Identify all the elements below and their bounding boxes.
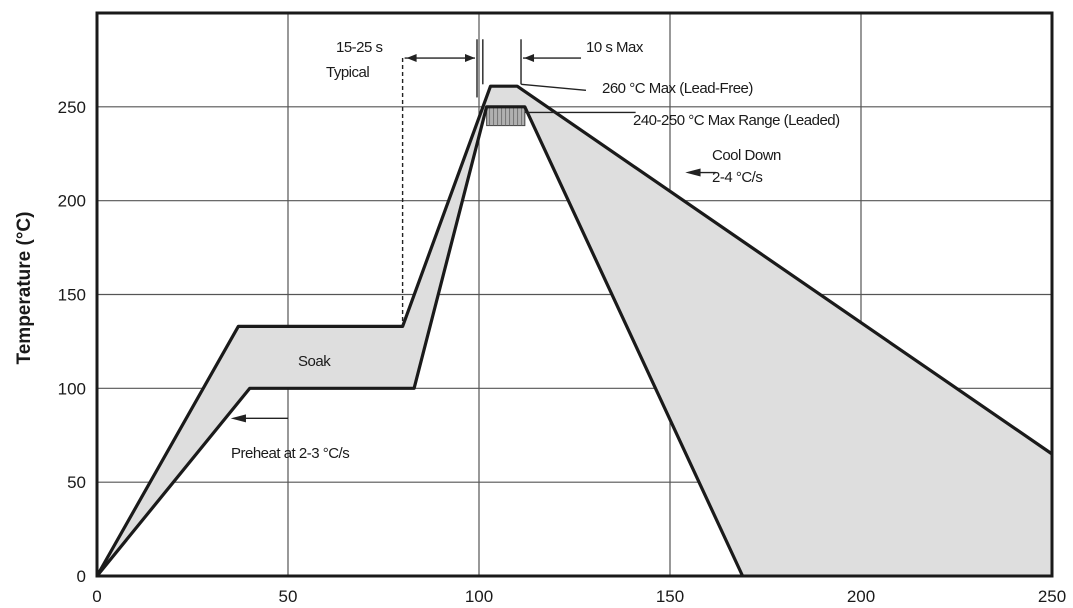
annotation-typical-label: Typical (326, 64, 369, 81)
annotation-lead-free: 260 °C Max (Lead-Free) (602, 80, 753, 97)
x-tick-label: 0 (92, 587, 101, 606)
annotation-preheat: Preheat at 2-3 °C/s (231, 445, 349, 462)
profile-fill-region (97, 86, 1052, 576)
profile-area (97, 86, 1052, 576)
x-tick-label: 250 (1038, 587, 1066, 606)
y-tick-label: 0 (77, 567, 86, 586)
y-tick-label: 250 (58, 98, 86, 117)
annotation-soak: Soak (298, 353, 331, 370)
x-tick-label: 100 (465, 587, 493, 606)
annotation-cool-down: Cool Down (712, 147, 781, 164)
max-window-arrow (524, 54, 534, 62)
cool-down-arrow (685, 169, 700, 177)
typical-arrow-right (465, 54, 475, 62)
annotation-leaded: 240-250 °C Max Range (Leaded) (633, 112, 840, 129)
typical-arrow-left (407, 54, 417, 62)
y-tick-label: 100 (58, 379, 86, 398)
y-tick-label: 200 (58, 192, 86, 211)
preheat-arrow (231, 414, 246, 422)
annotation-cool-rate: 2-4 °C/s (712, 169, 762, 186)
leaded-band (487, 107, 525, 126)
annotation-max-time: 10 s Max (586, 39, 644, 56)
x-tick-label: 200 (847, 587, 875, 606)
x-tick-label: 50 (279, 587, 298, 606)
annotation-typical-time: 15-25 s (336, 39, 383, 56)
y-tick-label: 50 (67, 473, 86, 492)
y-axis-label: Temperature (°C) (14, 212, 35, 365)
y-tick-label: 150 (58, 286, 86, 305)
x-tick-label: 150 (656, 587, 684, 606)
lead-free-leader (521, 84, 586, 90)
